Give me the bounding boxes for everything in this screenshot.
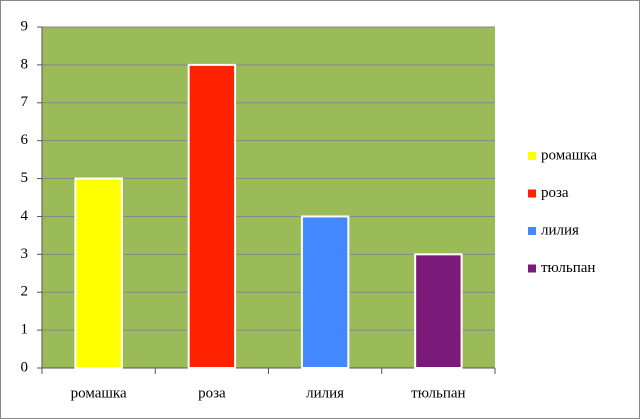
bar — [414, 253, 463, 369]
x-tick-label: тюльпан — [411, 385, 465, 401]
y-tick-label: 4 — [21, 208, 29, 224]
bar — [74, 177, 123, 369]
legend-swatch — [528, 264, 536, 273]
legend-swatch — [528, 189, 536, 198]
legend-label: ромашка — [541, 147, 597, 163]
y-tick-label: 6 — [21, 132, 29, 148]
bar — [300, 215, 350, 369]
y-tick-label: 9 — [21, 18, 29, 34]
y-tick-label: 3 — [21, 246, 29, 262]
y-tick-label: 5 — [21, 170, 29, 186]
y-tick-label: 7 — [21, 94, 29, 110]
bar — [187, 63, 237, 369]
y-tick-label: 8 — [21, 56, 29, 72]
y-tick-label: 2 — [21, 284, 29, 300]
x-tick-label: ромашка — [71, 385, 127, 401]
x-tick-label: лилия — [306, 385, 344, 401]
legend-swatch — [528, 227, 536, 235]
legend-label: роза — [541, 185, 569, 201]
x-tick-label: роза — [198, 385, 226, 401]
legend-label: тюльпан — [541, 260, 595, 276]
legend-swatch — [528, 152, 536, 160]
legend-label: лилия — [541, 222, 579, 238]
y-tick-label: 0 — [21, 359, 29, 375]
y-tick-label: 1 — [21, 322, 29, 338]
